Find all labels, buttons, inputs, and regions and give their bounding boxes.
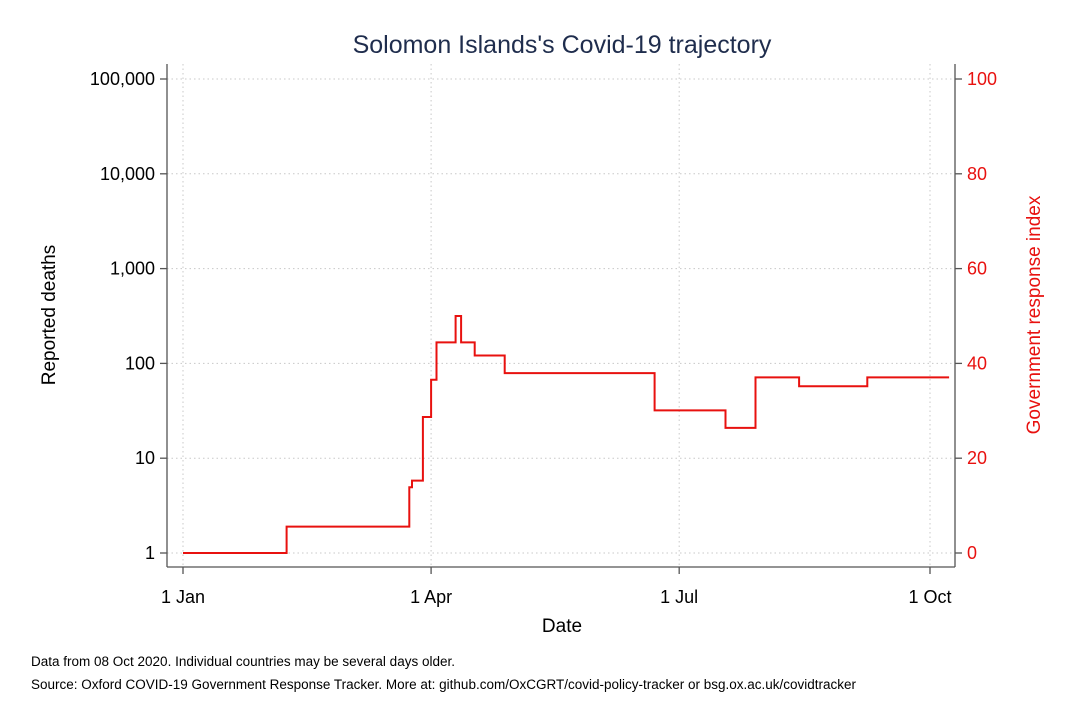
y-axis-label-left: Reported deaths — [39, 245, 60, 386]
data-note: Data from 08 Oct 2020. Individual countr… — [31, 654, 455, 669]
y-right-tick-label-3: 60 — [967, 259, 987, 279]
y-right-tick-label-0: 0 — [967, 543, 977, 563]
x-tick-label-2: 1 Jul — [660, 587, 698, 607]
y-right-tick-label-5: 100 — [967, 69, 997, 89]
y-right-tick-label-2: 40 — [967, 353, 987, 373]
y-right-tick-label-4: 80 — [967, 164, 987, 184]
y-left-tick-label-2: 100 — [125, 353, 155, 373]
y-right-ticks: 0 20 40 60 80 100 — [955, 69, 997, 563]
y-left-tick-label-5: 100,000 — [90, 69, 155, 89]
y-left-ticks: 1 10 100 1,000 10,000 100,000 — [90, 69, 167, 563]
x-axis-label: Date — [542, 616, 582, 637]
x-tick-label-3: 1 Oct — [908, 587, 951, 607]
series-layer — [183, 315, 950, 554]
y-left-tick-label-4: 10,000 — [100, 164, 155, 184]
series-line-0 — [183, 315, 950, 554]
y-right-tick-label-1: 20 — [967, 448, 987, 468]
axes — [166, 64, 956, 568]
y-left-tick-label-1: 10 — [135, 448, 155, 468]
x-tick-label-0: 1 Jan — [161, 587, 205, 607]
y-left-tick-label-3: 1,000 — [110, 259, 155, 279]
y-left-tick-label-0: 1 — [145, 543, 155, 563]
gridlines — [167, 64, 955, 567]
x-tick-label-1: 1 Apr — [410, 587, 452, 607]
y-axis-label-right: Government response index — [1024, 195, 1045, 434]
chart-title: Solomon Islands's Covid-19 trajectory — [353, 31, 772, 59]
source-note: Source: Oxford COVID-19 Government Respo… — [31, 677, 857, 692]
x-ticks: 1 Jan 1 Apr 1 Jul 1 Oct — [161, 567, 952, 607]
